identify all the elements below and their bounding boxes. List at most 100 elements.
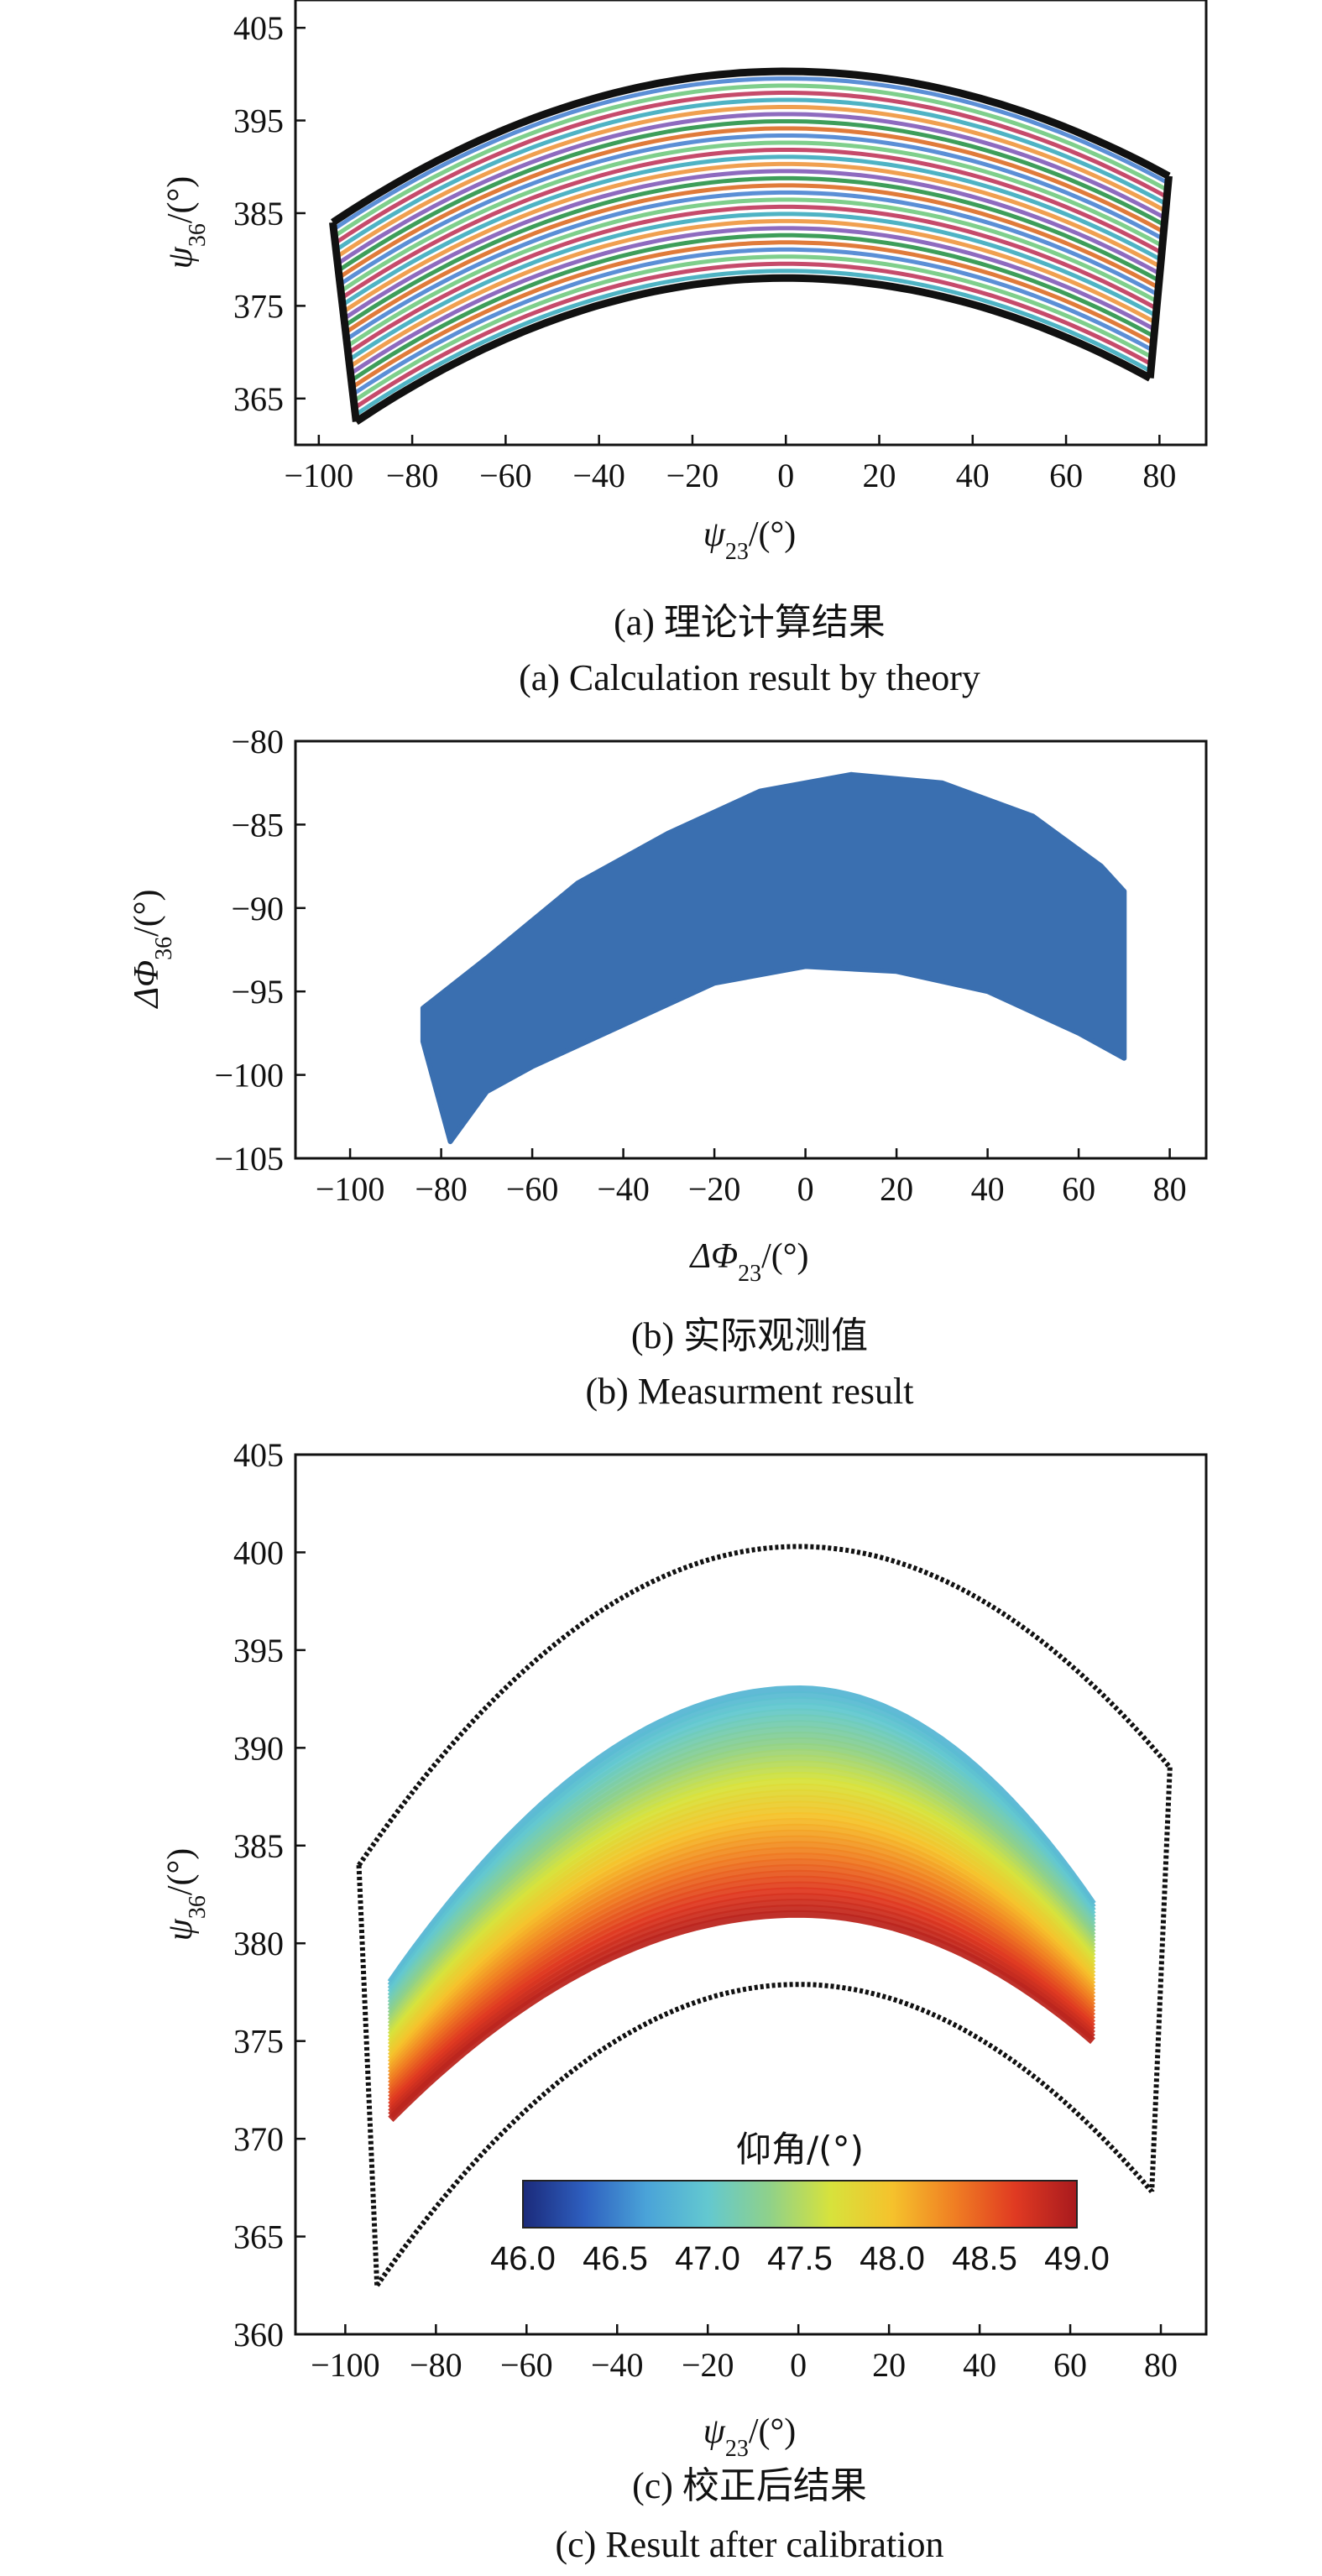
- panel-c-x-tick-label: 0: [790, 2346, 807, 2384]
- panel-b-x-tick-label: 20: [880, 1170, 913, 1208]
- panel-c-y-tick-label: 400: [233, 1534, 284, 1571]
- panel-a-curve: [354, 269, 1152, 417]
- panel-b-x-axis-label: ΔΦ23/(°): [688, 1237, 808, 1287]
- panel-c-x-axis-label: ψ23/(°): [703, 2412, 797, 2462]
- panel-a-curve: [335, 97, 1168, 252]
- panel-a-x-tick-label: −100: [285, 457, 354, 494]
- panel-a-curve: [341, 154, 1163, 307]
- panel-b-y-tick-label: −100: [214, 1057, 284, 1095]
- panel-a-curve: [342, 169, 1161, 321]
- panel-b-measurement-cloud: [420, 771, 1127, 1145]
- panel-b-plot-frame: [294, 739, 1208, 1160]
- panel-c-x-ticks: −100 −80 −60 −40 −20 0 20 40 60 80: [311, 2324, 1178, 2384]
- panel-a-right-boundary: [1146, 175, 1173, 379]
- panel-c-scatter-points: [387, 1685, 1096, 2122]
- panel-c-left-boundary: [356, 1864, 380, 2286]
- panel-a-x-tick-label: 40: [956, 457, 990, 494]
- panel-a-x-tick-label: 20: [863, 457, 896, 494]
- panel-b-y-tick-label: −95: [231, 973, 284, 1011]
- panel-b-y-tick-label: −80: [231, 723, 284, 760]
- panel-c-y-tick-label: 395: [233, 1632, 284, 1669]
- panel-b-x-tick-label: 60: [1062, 1170, 1095, 1208]
- panel-a-curve: [332, 76, 1169, 232]
- panel-b-x-tick-label: 80: [1153, 1170, 1187, 1208]
- panel-a-outer-boundary: [331, 67, 1171, 226]
- panel-a-caption-zh: (a) 理论计算结果: [614, 602, 886, 643]
- panel-a-curve: [346, 197, 1158, 348]
- panel-b-x-tick-label: −20: [688, 1170, 741, 1208]
- panel-a-curve: [342, 161, 1162, 314]
- colorbar-tick-label: 48.0: [860, 2240, 925, 2277]
- panel-b-y-tick-label: −85: [231, 806, 284, 844]
- colorbar-ticks: 46.0 46.5 47.0 47.5 48.0 48.5 49.0: [490, 2240, 1110, 2277]
- panel-c-right-boundary: [1149, 1767, 1173, 2192]
- panel-a-curve: [353, 261, 1152, 410]
- panel-c-y-axis-label: ψ36/(°): [161, 1848, 211, 1941]
- panel-a-plot-frame: [294, 0, 1208, 447]
- panel-c-outer-boundary: [357, 1544, 1173, 1867]
- panel-a-x-tick-label: −40: [572, 457, 625, 494]
- panel-c-x-tick-label: −20: [682, 2346, 734, 2384]
- panel-a-y-tick-label: 395: [233, 102, 284, 140]
- panel-a-x-tick-label: 0: [777, 457, 794, 494]
- panel-c-scatter-layer: [388, 1910, 1095, 2122]
- panel-a-caption-en: (a) Calculation result by theory: [519, 657, 980, 698]
- panel-b-x-tick-label: 40: [971, 1170, 1005, 1208]
- panel-a-y-axis-label: ψ36/(°): [161, 176, 211, 269]
- panel-c-x-tick-label: −100: [311, 2346, 380, 2384]
- panel-b-x-tick-label: −80: [415, 1170, 468, 1208]
- panel-a-curve: [350, 233, 1155, 383]
- panel-a-y-tick-label: 375: [233, 287, 284, 325]
- panel-a-inner-boundary: [353, 274, 1152, 426]
- panel-b-x-tick-label: −60: [506, 1170, 559, 1208]
- panel-a-curve: [349, 226, 1156, 376]
- panel-a-curve: [337, 119, 1166, 273]
- panel-c-y-tick-label: 380: [233, 1925, 284, 1962]
- panel-b-x-ticks: −100 −80 −60 −40 −20 0 20 40 60 80: [316, 1148, 1187, 1208]
- panel-a-curve: [338, 133, 1164, 286]
- panel-c-plot-frame: [294, 1453, 1208, 2336]
- panel-a-y-tick-label: 405: [233, 9, 284, 47]
- panel-a-curve: [340, 148, 1163, 300]
- panel-a-x-tick-label: 80: [1142, 457, 1176, 494]
- panel-a-curve: [337, 126, 1165, 280]
- colorbar-gradient: [522, 2180, 1078, 2229]
- panel-b-chart: −100 −80 −60 −40 −20 0 20 40 60 80 −80 −85 −90 −95 −1…: [128, 723, 1208, 1412]
- panel-c-x-tick-label: 20: [872, 2346, 906, 2384]
- panel-a-y-ticks: 365 375 385 395 405: [233, 9, 306, 418]
- colorbar-tick-label: 49.0: [1044, 2240, 1110, 2277]
- panel-c-y-tick-label: 390: [233, 1729, 284, 1767]
- panel-c-boundary: [356, 1544, 1173, 2287]
- panel-a-boundary: [329, 67, 1173, 426]
- panel-a-curve: [335, 105, 1167, 259]
- panel-a-curve: [333, 83, 1169, 238]
- panel-c-x-tick-label: −60: [500, 2346, 553, 2384]
- panel-c-inner-boundary: [374, 1982, 1154, 2287]
- colorbar-tick-label: 47.0: [675, 2240, 740, 2277]
- panel-a-y-tick-label: 365: [233, 380, 284, 418]
- panel-a-x-tick-label: 60: [1049, 457, 1083, 494]
- panel-c-scatter-layer: [388, 1904, 1095, 2119]
- panel-c-y-tick-label: 365: [233, 2218, 284, 2256]
- panel-a-curve: [343, 175, 1161, 327]
- panel-c-x-tick-label: −40: [591, 2346, 644, 2384]
- colorbar-tick-label: 46.0: [490, 2240, 556, 2277]
- panel-c-x-tick-label: −80: [410, 2346, 462, 2384]
- panel-a-curve: [348, 218, 1157, 368]
- panel-c-colorbar: 仰角/(°) 46.0 46.5 47.0 47.5 48.0 48.5 49.0: [490, 2129, 1110, 2277]
- panel-c-y-tick-label: 370: [233, 2120, 284, 2158]
- panel-a-curves: [332, 69, 1170, 424]
- panel-b-y-axis-label: ΔΦ36/(°): [128, 889, 177, 1009]
- panel-a-curve: [345, 190, 1159, 342]
- panel-a-y-tick-label: 385: [233, 195, 284, 233]
- panel-a-curve: [339, 140, 1163, 293]
- panel-a-curve: [347, 204, 1158, 355]
- panel-a-left-boundary: [329, 222, 360, 422]
- panel-a-curve: [347, 212, 1157, 362]
- panel-a-x-ticks: −100 −80 −60 −40 −20 0 20 40 60 80: [285, 435, 1176, 494]
- panel-a-x-tick-label: −20: [666, 457, 719, 494]
- colorbar-tick-label: 48.5: [952, 2240, 1017, 2277]
- panel-c-y-tick-label: 375: [233, 2023, 284, 2061]
- panel-a-curve: [344, 183, 1160, 335]
- panel-b-x-tick-label: −100: [316, 1170, 385, 1208]
